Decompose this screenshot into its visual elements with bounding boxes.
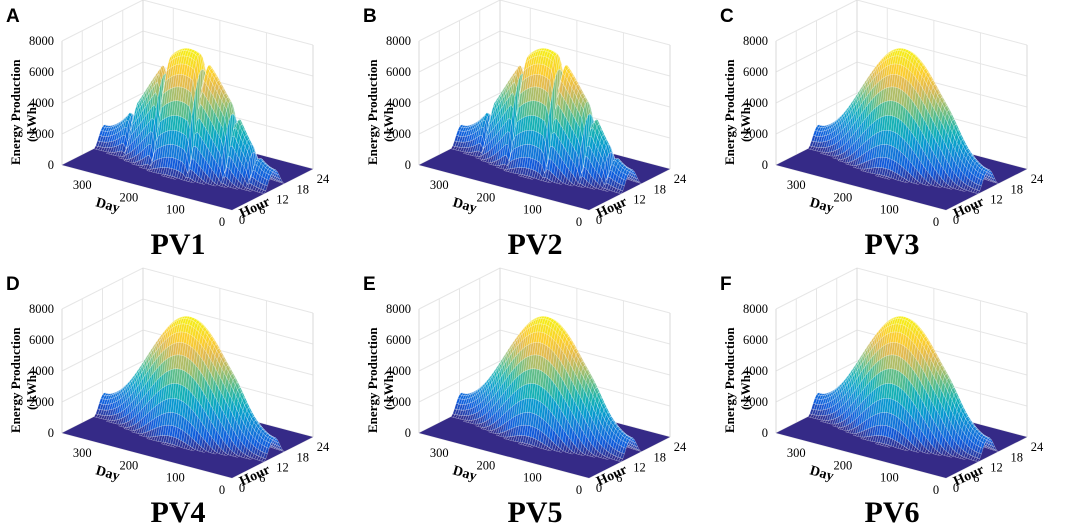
z-axis-label-line2: ( kWh) [738, 103, 753, 142]
energy-surface [419, 47, 670, 210]
z-axis-label-line1: Energy Production [722, 59, 737, 165]
hour-tick-label: 18 [654, 182, 667, 196]
day-tick-label: 100 [166, 203, 185, 217]
day-tick-label: 0 [576, 215, 582, 229]
hour-tick-label: 18 [297, 182, 310, 196]
z-tick-label: 0 [762, 158, 768, 172]
hour-tick-label: 24 [317, 172, 330, 186]
panel-caption: PV1 [151, 228, 206, 261]
z-tick-label: 6000 [386, 65, 411, 79]
energy-surface [776, 47, 1027, 210]
panel-letter: D [6, 274, 20, 295]
hour-tick-label: 12 [990, 193, 1003, 207]
day-tick-label: 0 [219, 215, 225, 229]
z-axis-label-line2: ( kWh) [24, 103, 39, 142]
panel-letter: C [720, 6, 734, 27]
energy-surface [62, 315, 313, 478]
day-tick-label: 300 [430, 178, 449, 192]
z-axis-label-line1: Energy Production [8, 59, 23, 165]
day-tick-label: 100 [523, 203, 542, 217]
day-axis-label: Day [451, 195, 478, 216]
day-tick-label: 0 [933, 215, 939, 229]
day-tick-label: 200 [476, 190, 495, 204]
z-tick-label: 0 [405, 158, 411, 172]
panel-letter: A [6, 6, 20, 27]
z-tick-label: 6000 [743, 65, 768, 79]
day-tick-label: 200 [833, 190, 852, 204]
hour-tick-label: 12 [276, 193, 289, 207]
z-axis-label-line1: Energy Production [365, 59, 380, 165]
panel-letter: B [363, 6, 377, 27]
hour-tick-label: 18 [1011, 182, 1024, 196]
hour-tick-label: 24 [1031, 172, 1044, 186]
hour-tick-label: 12 [633, 193, 646, 207]
day-tick-label: 200 [119, 190, 138, 204]
z-tick-label: 8000 [743, 34, 768, 48]
z-tick-label: 8000 [29, 34, 54, 48]
day-tick-label: 100 [880, 203, 899, 217]
day-tick-label: 300 [787, 178, 806, 192]
panel-caption: PV2 [508, 228, 563, 261]
day-tick-label: 300 [73, 178, 92, 192]
z-axis-label-line2: ( kWh) [381, 103, 396, 142]
z-tick-label: 8000 [386, 34, 411, 48]
panel-caption: PV3 [865, 228, 920, 261]
day-axis-label: Day [808, 195, 835, 216]
energy-surface [62, 47, 313, 210]
hour-tick-label: 24 [674, 172, 687, 186]
z-tick-label: 0 [48, 158, 54, 172]
day-axis-label: Day [94, 195, 121, 216]
z-tick-label: 6000 [29, 65, 54, 79]
